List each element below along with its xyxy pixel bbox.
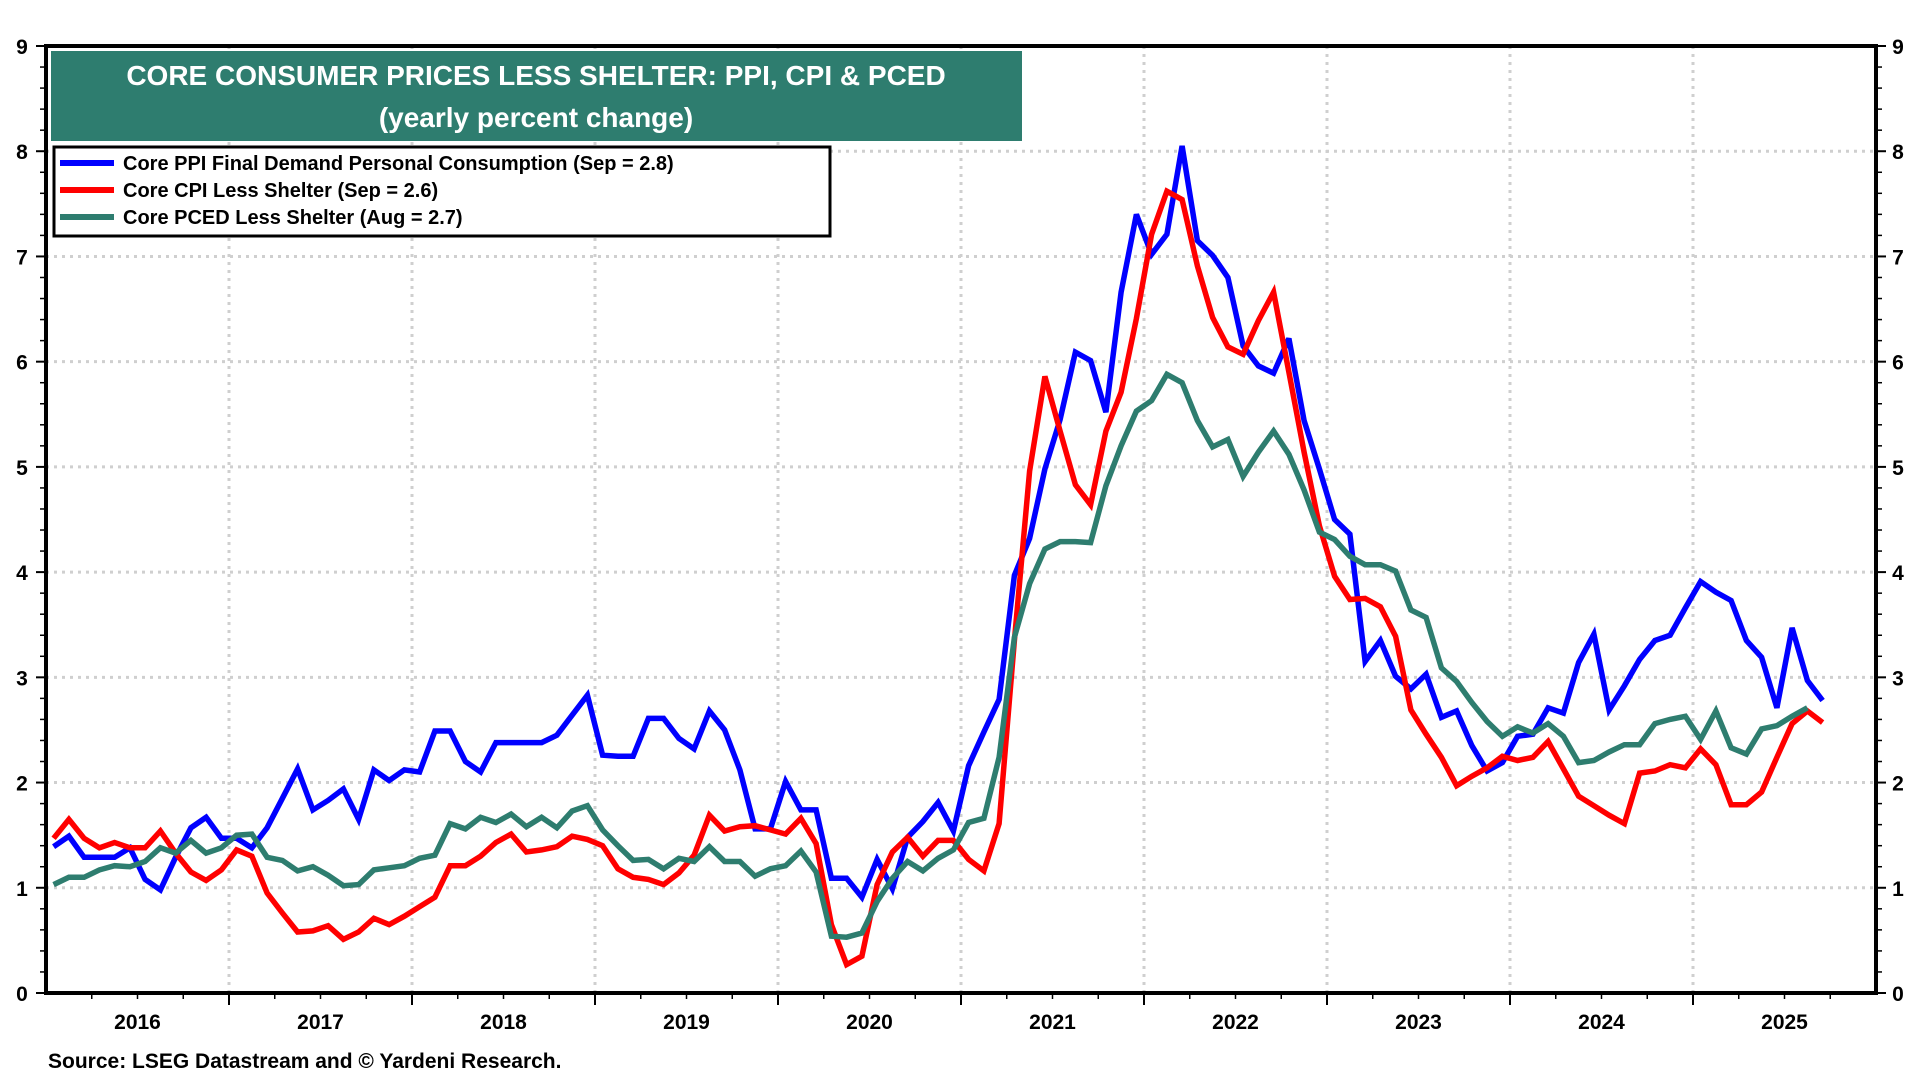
y-tick-label-left: 3 <box>16 667 28 690</box>
y-tick-label-right: 0 <box>1892 983 1904 1006</box>
y-tick-label-left: 6 <box>16 352 28 375</box>
plot-frame <box>44 44 1878 995</box>
x-tick-label: 2017 <box>297 1011 344 1034</box>
chart-title: CORE CONSUMER PRICES LESS SHELTER: PPI, … <box>126 60 945 91</box>
legend-label-cpi: Core CPI Less Shelter (Sep = 2.6) <box>123 180 438 202</box>
y-tick-label-right: 6 <box>1892 352 1904 375</box>
x-tick-label: 2023 <box>1395 1011 1442 1034</box>
y-tick-label-left: 9 <box>16 36 28 59</box>
legend: Core PPI Final Demand Personal Consumpti… <box>52 145 832 238</box>
cpi-line <box>51 187 1825 969</box>
y-tick-label-right: 5 <box>1892 457 1904 480</box>
x-tick-label: 2020 <box>846 1011 893 1034</box>
y-tick-label-left: 1 <box>16 878 28 901</box>
pced-line <box>52 370 1809 940</box>
x-tick-label: 2025 <box>1761 1011 1808 1034</box>
x-tick-label: 2024 <box>1578 1011 1625 1034</box>
legend-box <box>52 145 832 238</box>
y-tick-label-right: 4 <box>1892 562 1904 585</box>
x-tick-label: 2019 <box>663 1011 710 1034</box>
y-tick-label-left: 0 <box>16 983 28 1006</box>
y-tick-label-right: 8 <box>1892 141 1904 164</box>
y-tick-label-left: 8 <box>16 141 28 164</box>
source-note: Source: LSEG Datastream and © Yardeni Re… <box>48 1050 561 1073</box>
gridlines <box>46 46 1876 993</box>
series-lines <box>51 145 1825 969</box>
y-tick-label-left: 7 <box>16 246 28 269</box>
y-tick-label-right: 1 <box>1892 878 1904 901</box>
x-tick-label: 2016 <box>114 1011 161 1034</box>
y-tick-label-right: 3 <box>1892 667 1904 690</box>
y-tick-label-right: 2 <box>1892 773 1904 796</box>
axes: 0 0 1 1 2 2 3 3 4 4 5 5 6 6 7 7 8 8 9 9 2016 2017 2018 2019 2020… <box>16 36 1904 1034</box>
y-tick-label-left: 4 <box>16 562 28 585</box>
y-tick-label-left: 2 <box>16 773 28 796</box>
y-tick-label-right: 7 <box>1892 246 1904 269</box>
x-tick-label: 2018 <box>480 1011 527 1034</box>
title-background <box>51 51 1022 141</box>
title-box: CORE CONSUMER PRICES LESS SHELTER: PPI, … <box>51 51 1022 141</box>
x-tick-label: 2021 <box>1029 1011 1076 1034</box>
ppi-line <box>52 145 1825 903</box>
x-tick-label: 2022 <box>1212 1011 1259 1034</box>
chart-subtitle: (yearly percent change) <box>379 102 693 133</box>
legend-label-ppi: Core PPI Final Demand Personal Consumpti… <box>123 153 674 175</box>
y-tick-label-left: 5 <box>16 457 28 480</box>
legend-label-pced: Core PCED Less Shelter (Aug = 2.7) <box>123 207 463 229</box>
y-tick-label-right: 9 <box>1892 36 1904 59</box>
